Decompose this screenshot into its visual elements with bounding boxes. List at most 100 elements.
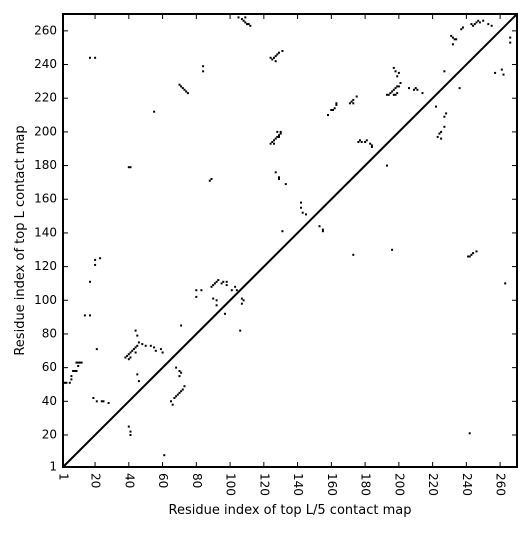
contact-point (284, 183, 287, 186)
contact-point (273, 139, 275, 142)
contact-point (127, 358, 130, 361)
contact-point (278, 134, 280, 137)
x-tick-label: 60 (156, 473, 170, 488)
contact-point (413, 88, 415, 91)
contact-point (473, 23, 476, 26)
contact-point (279, 132, 282, 135)
contact-point (445, 112, 448, 115)
contact-point (394, 93, 397, 96)
contact-point (300, 201, 302, 204)
contact-point (509, 36, 512, 39)
contact-point (183, 88, 186, 91)
contact-point (475, 250, 478, 253)
contact-point (149, 344, 152, 347)
contact-point (102, 400, 105, 403)
contact-point (246, 23, 248, 26)
y-tick-label: 160 (34, 192, 57, 206)
contact-point (77, 365, 80, 367)
contact-point (159, 348, 162, 351)
contact-point (200, 289, 203, 292)
contact-point (215, 304, 218, 307)
contact-point (348, 102, 351, 105)
contact-point (332, 109, 334, 111)
contact-point (134, 346, 137, 349)
contact-point (68, 381, 71, 384)
x-tick-label: 80 (190, 473, 204, 488)
contact-point (487, 23, 490, 26)
contact-point (224, 312, 226, 315)
contact-point (392, 66, 395, 69)
contact-point (278, 51, 280, 54)
x-tick-label: 160 (325, 473, 339, 496)
contact-point (370, 144, 373, 147)
contact-point (274, 55, 277, 58)
contact-point (509, 41, 512, 44)
x-tick-label: 260 (494, 473, 508, 496)
contact-point (421, 92, 424, 95)
contact-point (240, 18, 243, 21)
contact-point (178, 370, 181, 372)
contact-point (180, 371, 183, 374)
x-tick-label: 1 (57, 473, 71, 481)
contact-point (175, 366, 178, 369)
contact-point (94, 258, 97, 261)
contact-point (134, 351, 137, 354)
contact-point (364, 141, 367, 143)
contact-point (357, 141, 360, 143)
contact-point (195, 289, 198, 292)
contact-point (478, 21, 481, 24)
contact-point (129, 434, 132, 436)
contact-point (70, 378, 73, 381)
x-tick-label: 240 (460, 473, 474, 496)
contact-point (472, 24, 475, 27)
contact-point (131, 349, 134, 352)
contact-point (440, 137, 443, 140)
contact-point (154, 349, 157, 352)
contact-point (183, 385, 186, 388)
contact-point (239, 329, 242, 332)
contact-point (450, 34, 453, 37)
contact-point (300, 206, 302, 209)
contact-point (274, 60, 277, 63)
contact-point (477, 19, 480, 22)
contact-point (137, 380, 140, 383)
contact-point (333, 107, 336, 110)
contact-point (83, 314, 86, 317)
points-layer (62, 13, 512, 457)
contact-point (327, 114, 329, 116)
contact-point (220, 282, 223, 285)
contact-point (180, 324, 183, 327)
contact-point (178, 391, 181, 394)
contact-point (127, 353, 130, 356)
contact-point (153, 346, 156, 349)
contact-point (242, 19, 245, 22)
x-tick-label: 20 (89, 473, 103, 488)
contact-point (212, 284, 215, 287)
contact-point (396, 92, 399, 95)
contact-point (176, 393, 179, 396)
contact-point (365, 139, 368, 142)
contact-point (500, 68, 503, 71)
contact-point (126, 354, 129, 357)
contact-point (321, 228, 324, 231)
contact-point (212, 297, 215, 300)
contact-point (352, 102, 355, 105)
contact-point (490, 24, 493, 27)
contact-point (129, 356, 132, 359)
contact-point (202, 70, 205, 73)
contact-point (281, 50, 284, 52)
y-tick-label: 260 (34, 23, 57, 37)
contact-point (225, 284, 228, 287)
contact-point (394, 87, 397, 90)
contact-point (161, 351, 164, 354)
contact-point (75, 370, 78, 372)
contact-point (355, 95, 358, 98)
contact-point (244, 16, 247, 19)
y-tick-label: 200 (34, 124, 57, 138)
contact-point (73, 370, 76, 372)
contact-point (136, 344, 139, 347)
contact-point (273, 56, 275, 59)
contact-point (460, 28, 463, 31)
contact-point (468, 255, 471, 258)
contact-point (451, 43, 454, 46)
